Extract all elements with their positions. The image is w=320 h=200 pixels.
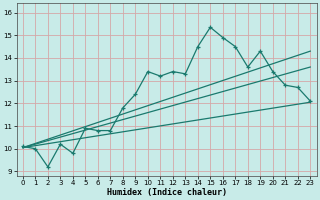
X-axis label: Humidex (Indice chaleur): Humidex (Indice chaleur) — [107, 188, 227, 197]
